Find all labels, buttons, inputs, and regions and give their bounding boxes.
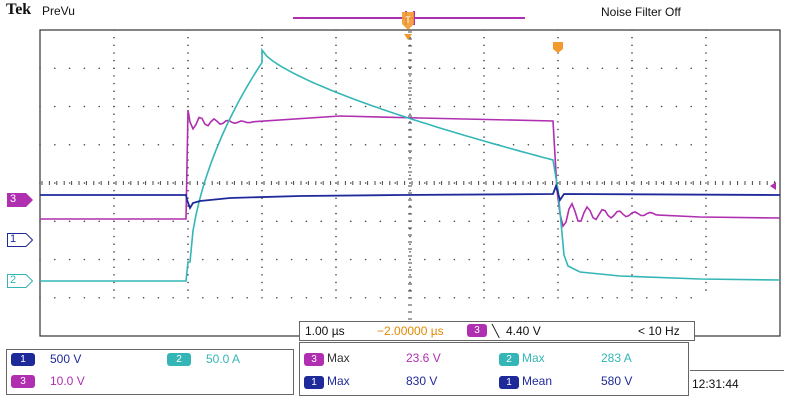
trigger-slope-icon: ╲ xyxy=(492,324,500,338)
ch2-chip: 2 xyxy=(167,353,191,366)
noise-filter-status: Noise Filter Off xyxy=(601,5,681,19)
ch1-ground-marker[interactable]: 1 xyxy=(7,233,34,247)
horizontal-scale: 1.00 µs xyxy=(305,324,345,338)
ch3-ground-marker[interactable]: 3 xyxy=(7,193,33,207)
ch3-marker-label: 3 xyxy=(10,193,17,205)
meas4-type: Mean xyxy=(522,374,553,388)
ch1-marker-label: 1 xyxy=(10,233,17,245)
acquisition-mode: PreVu xyxy=(42,4,75,18)
ch3-scale: 10.0 V xyxy=(50,374,85,388)
ch2-scale: 50.0 A xyxy=(206,352,241,366)
center-axes xyxy=(41,31,776,334)
clock-box: 12:31:44 xyxy=(690,370,784,394)
meas2-value: 283 A xyxy=(601,351,632,365)
ch2-ground-marker[interactable]: 2 xyxy=(7,274,34,288)
trigger-time-marker xyxy=(553,42,563,53)
grid-dots xyxy=(39,29,707,299)
clock: 12:31:44 xyxy=(692,377,739,391)
ch1-scale: 500 V xyxy=(50,352,82,366)
ch2-marker-label: 2 xyxy=(10,274,17,286)
trigger-level: 4.40 V xyxy=(506,324,541,338)
trigger-position-marker: T xyxy=(402,12,414,40)
trigger-frequency: < 10 Hz xyxy=(638,324,680,338)
ch1-chip: 1 xyxy=(11,353,35,366)
horizontal-position: −2.00000 µs xyxy=(377,324,444,338)
meas3-source-chip: 1 xyxy=(304,376,324,389)
meas1-source-chip: 3 xyxy=(304,353,324,366)
measurement-row: 1 Max 830 V xyxy=(300,374,490,390)
channel-scale-readout[interactable]: 1 500 V 2 50.0 A 3 10.0 V xyxy=(6,349,294,395)
trigger-marker-label: T xyxy=(405,15,411,25)
meas2-type: Max xyxy=(522,351,545,365)
timebase-trigger-readout[interactable]: 1.00 µs −2.00000 µs 3 ╲ 4.40 V < 10 Hz xyxy=(299,321,695,341)
meas2-source-chip: 2 xyxy=(499,353,519,366)
measurement-row: 1 Mean 580 V xyxy=(495,374,685,390)
ch3-chip: 3 xyxy=(11,375,35,388)
measurements-panel[interactable]: 3 Max 23.6 V 2 Max 283 A 1 Max 830 V 1 M… xyxy=(299,342,689,396)
measurement-row: 2 Max 283 A xyxy=(495,351,685,367)
meas4-source-chip: 1 xyxy=(499,376,519,389)
ch1-waveform xyxy=(40,183,781,211)
trigger-source-chip: 3 xyxy=(467,324,487,337)
brand-logo: Tek xyxy=(6,1,32,18)
measurement-row: 3 Max 23.6 V xyxy=(300,351,490,367)
meas3-type: Max xyxy=(327,374,350,388)
meas1-type: Max xyxy=(327,351,350,365)
meas3-value: 830 V xyxy=(406,374,438,388)
ch3-waveform xyxy=(40,109,781,228)
meas1-value: 23.6 V xyxy=(406,351,441,365)
trigger-level-arrow xyxy=(770,182,776,190)
meas4-value: 580 V xyxy=(601,374,633,388)
ch2-waveform xyxy=(40,47,781,282)
